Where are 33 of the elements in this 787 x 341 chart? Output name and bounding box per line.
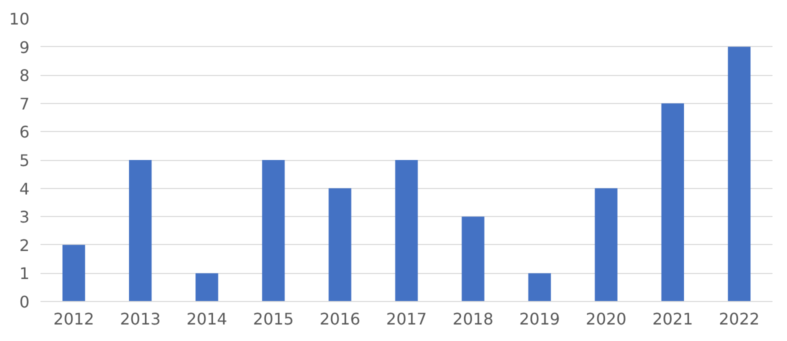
y-tick-label: 1: [19, 264, 30, 284]
bar: [129, 160, 152, 302]
x-tick-label: 2021: [652, 310, 694, 328]
bar: [728, 46, 751, 302]
bar: [328, 188, 352, 302]
y-tick-label: 4: [19, 179, 30, 198]
y-tick-label: 7: [19, 94, 30, 114]
bar: [594, 188, 618, 302]
x-tick-label: 2022: [718, 310, 760, 328]
bar: [262, 160, 285, 302]
x-tick-label: 2017: [386, 310, 427, 328]
bar: [528, 273, 551, 302]
y-tick-label: 6: [19, 122, 30, 142]
x-tick-label: 2020: [586, 310, 626, 328]
x-tick-label: 2014: [186, 310, 228, 328]
bar: [661, 103, 684, 302]
y-tick-label: 3: [19, 208, 30, 227]
x-tick-label: 2018: [452, 310, 494, 328]
bar: [395, 160, 418, 302]
x-tick-label: 2015: [253, 310, 294, 328]
x-tick-label: 2016: [320, 310, 360, 328]
x-tick-label: 2019: [519, 310, 560, 328]
y-tick-label: 9: [19, 38, 30, 57]
y-tick-label: 8: [19, 66, 30, 86]
y-tick-label: 10: [9, 10, 30, 28]
y-tick-label: 5: [19, 151, 30, 170]
x-tick-label: 2012: [53, 310, 94, 328]
y-tick-label: 2: [19, 236, 30, 255]
x-tick-label: 2013: [120, 310, 161, 328]
bar: [62, 244, 86, 302]
bar: [196, 273, 218, 302]
y-tick-label: 0: [19, 292, 30, 312]
bar: [462, 216, 484, 302]
